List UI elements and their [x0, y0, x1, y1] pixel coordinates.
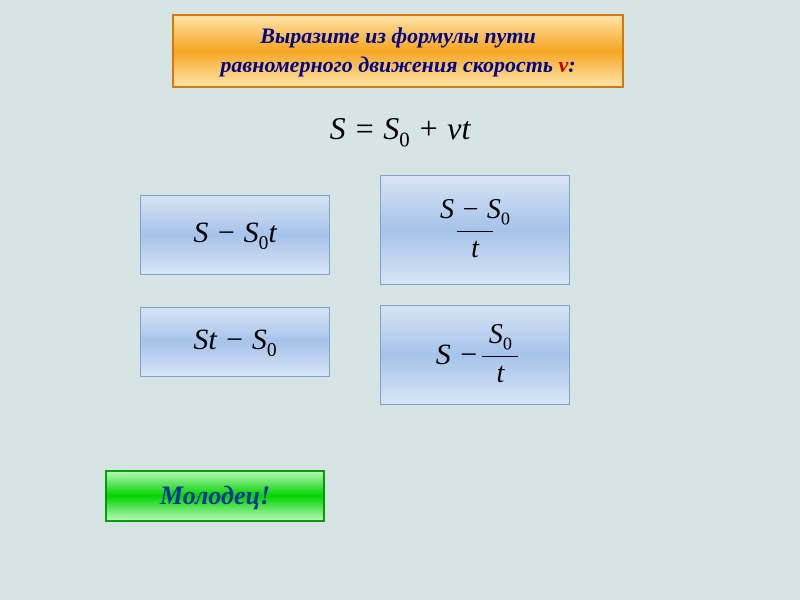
feedback-text: Молодец!: [160, 481, 270, 511]
prompt-line2-suffix: :: [568, 52, 575, 77]
denominator: t: [457, 231, 493, 265]
denominator: t: [482, 356, 518, 390]
given-formula: S = S0 + vt: [0, 110, 800, 152]
prompt-line-1: Выразите из формулы пути: [260, 22, 535, 51]
fraction: S − S0 t: [434, 195, 516, 264]
numerator: S0: [483, 320, 518, 356]
prompt-box: Выразите из формулы пути равномерного дв…: [172, 14, 624, 88]
answer-option-3[interactable]: St − S0: [140, 307, 330, 377]
numerator: S − S0: [434, 195, 516, 231]
answer-option-4[interactable]: S − S0 t: [380, 305, 570, 405]
expression: S − S0 t: [432, 320, 519, 389]
prompt-line2-prefix: равномерного движения скорость: [220, 52, 558, 77]
feedback-box: Молодец!: [105, 470, 325, 522]
answer-option-1[interactable]: S − S0t: [140, 195, 330, 275]
prompt-line-2: равномерного движения скорость v:: [220, 51, 575, 80]
answer-option-2[interactable]: S − S0 t: [380, 175, 570, 285]
velocity-variable: v: [558, 52, 568, 77]
fraction: S0 t: [482, 320, 518, 389]
